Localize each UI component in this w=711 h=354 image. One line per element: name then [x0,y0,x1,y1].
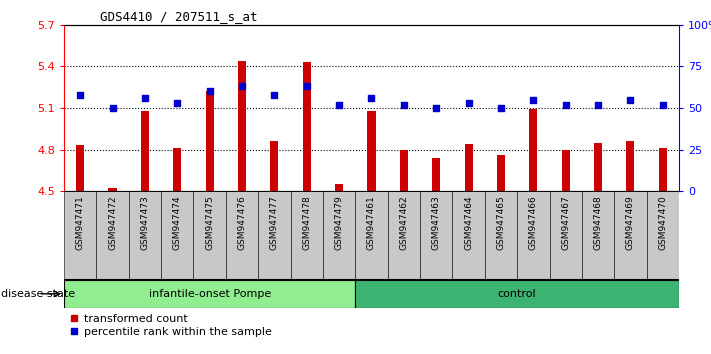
Bar [64,280,356,308]
Point [528,97,539,102]
Point [139,95,151,101]
Point [560,102,572,108]
Bar [129,191,161,280]
Point [236,84,247,89]
Bar [64,191,97,280]
Text: GSM947468: GSM947468 [594,196,603,250]
Point [75,92,86,97]
Bar [356,191,387,280]
Text: GSM947475: GSM947475 [205,196,214,250]
Text: GSM947478: GSM947478 [302,196,311,250]
Bar [626,141,634,191]
Bar [400,149,408,191]
Point [657,102,668,108]
Point [204,88,215,94]
Point [625,97,636,102]
Point [431,105,442,111]
Text: GSM947471: GSM947471 [75,196,85,250]
Legend: transformed count, percentile rank within the sample: transformed count, percentile rank withi… [70,314,272,337]
Text: GSM947474: GSM947474 [173,196,182,250]
Bar [387,191,420,280]
Bar [432,158,440,191]
Text: GSM947462: GSM947462 [400,196,408,250]
Bar [141,111,149,191]
Bar [335,184,343,191]
Text: GSM947479: GSM947479 [335,196,343,250]
Bar [368,111,375,191]
Bar [161,191,193,280]
Bar [193,191,226,280]
Bar [226,191,258,280]
Text: GSM947463: GSM947463 [432,196,441,250]
Bar [464,144,473,191]
Bar [238,61,246,191]
Text: GSM947476: GSM947476 [237,196,247,250]
Point [463,100,474,106]
Point [301,84,312,89]
Text: GSM947469: GSM947469 [626,196,635,250]
Text: infantile-onset Pompe: infantile-onset Pompe [149,289,271,299]
Bar [452,191,485,280]
Bar [529,109,538,191]
Bar [258,191,291,280]
Point [171,100,183,106]
Bar [173,148,181,191]
Bar [205,91,214,191]
Text: GSM947477: GSM947477 [270,196,279,250]
Bar [497,155,505,191]
Bar [76,145,84,191]
Bar [646,191,679,280]
Bar [420,191,452,280]
Bar [323,191,356,280]
Bar [303,62,311,191]
Point [496,105,507,111]
Bar [485,191,517,280]
Bar [659,148,667,191]
Text: GSM947464: GSM947464 [464,196,473,250]
Point [398,102,410,108]
Point [592,102,604,108]
Bar [291,191,323,280]
Text: GDS4410 / 207511_s_at: GDS4410 / 207511_s_at [100,10,257,23]
Text: control: control [498,289,537,299]
Bar [582,191,614,280]
Bar [550,191,582,280]
Text: GSM947473: GSM947473 [140,196,149,250]
Bar [109,188,117,191]
Text: GSM947470: GSM947470 [658,196,668,250]
Bar [594,143,602,191]
Bar [97,191,129,280]
Text: GSM947465: GSM947465 [496,196,506,250]
Bar [517,191,550,280]
Point [365,95,377,101]
Text: disease state: disease state [1,289,75,299]
Text: GSM947467: GSM947467 [561,196,570,250]
Bar [270,141,279,191]
Point [269,92,280,97]
Bar [562,149,570,191]
Text: GSM947472: GSM947472 [108,196,117,250]
Point [333,102,345,108]
Bar [356,280,679,308]
Bar [614,191,646,280]
Text: GSM947466: GSM947466 [529,196,538,250]
Point [107,105,118,111]
Text: GSM947461: GSM947461 [367,196,376,250]
